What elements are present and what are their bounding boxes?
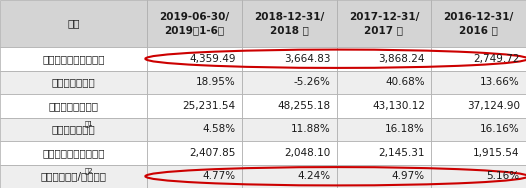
Bar (431, 0, 526, 47)
Text: 2,749.72: 2,749.72 (473, 54, 520, 64)
Text: 2,048.10: 2,048.10 (284, 148, 330, 158)
Bar (431, 141, 526, 164)
Text: 项目: 项目 (67, 18, 80, 29)
Bar (337, 118, 431, 141)
Bar (242, 164, 337, 188)
Bar (242, 118, 337, 141)
Text: 48,255.18: 48,255.18 (277, 101, 330, 111)
Text: 4.58%: 4.58% (203, 124, 236, 134)
Text: 4.97%: 4.97% (392, 171, 425, 181)
Text: 25,231.54: 25,231.54 (183, 101, 236, 111)
Text: 营业收入增长率: 营业收入增长率 (52, 124, 96, 134)
Bar (0, 94, 147, 118)
Text: 11.88%: 11.88% (290, 124, 330, 134)
Bar (0, 0, 147, 47)
Bar (0, 118, 147, 141)
Text: 4,359.49: 4,359.49 (189, 54, 236, 64)
Text: 3,868.24: 3,868.24 (379, 54, 425, 64)
Text: 存货账面余额（万元）: 存货账面余额（万元） (43, 54, 105, 64)
Bar (431, 70, 526, 94)
Text: 3,664.83: 3,664.83 (284, 54, 330, 64)
Bar (0, 47, 147, 70)
Bar (147, 0, 242, 47)
Bar (0, 70, 147, 94)
Bar (337, 164, 431, 188)
Text: 2018-12-31/
2018 年: 2018-12-31/ 2018 年 (254, 12, 325, 35)
Text: 4.24%: 4.24% (297, 171, 330, 181)
Bar (147, 47, 242, 70)
Bar (147, 118, 242, 141)
Bar (242, 0, 337, 47)
Text: 营业收入（万元）: 营业收入（万元） (48, 101, 99, 111)
Bar (337, 0, 431, 47)
Bar (147, 70, 242, 94)
Text: 注2: 注2 (84, 168, 93, 174)
Text: 2019-06-30/
2019年1-6月: 2019-06-30/ 2019年1-6月 (159, 12, 230, 35)
Bar (337, 47, 431, 70)
Bar (147, 164, 242, 188)
Text: 40.68%: 40.68% (386, 77, 425, 87)
Bar (147, 141, 242, 164)
Bar (337, 141, 431, 164)
Bar (431, 94, 526, 118)
Text: 库存商品余额（万元）: 库存商品余额（万元） (43, 148, 105, 158)
Text: 18.95%: 18.95% (196, 77, 236, 87)
Text: 库存商品余额/营业收入: 库存商品余额/营业收入 (41, 171, 107, 181)
Bar (242, 141, 337, 164)
Bar (431, 164, 526, 188)
Bar (242, 94, 337, 118)
Text: 2,407.85: 2,407.85 (189, 148, 236, 158)
Bar (0, 141, 147, 164)
Text: 5.16%: 5.16% (487, 171, 520, 181)
Bar (337, 70, 431, 94)
Text: 4.77%: 4.77% (203, 171, 236, 181)
Text: -5.26%: -5.26% (294, 77, 330, 87)
Bar (431, 118, 526, 141)
Text: 37,124.90: 37,124.90 (467, 101, 520, 111)
Text: 2017-12-31/
2017 年: 2017-12-31/ 2017 年 (349, 12, 419, 35)
Text: 注1: 注1 (84, 121, 93, 127)
Text: 43,130.12: 43,130.12 (372, 101, 425, 111)
Bar (147, 94, 242, 118)
Text: 16.18%: 16.18% (385, 124, 425, 134)
Text: 2016-12-31/
2016 年: 2016-12-31/ 2016 年 (443, 12, 514, 35)
Bar (242, 47, 337, 70)
Bar (0, 164, 147, 188)
Text: 2,145.31: 2,145.31 (379, 148, 425, 158)
Text: 13.66%: 13.66% (480, 77, 520, 87)
Bar (337, 94, 431, 118)
Text: 16.16%: 16.16% (480, 124, 520, 134)
Text: 存货余额增长率: 存货余额增长率 (52, 77, 96, 87)
Bar (431, 47, 526, 70)
Bar (242, 70, 337, 94)
Text: 1,915.54: 1,915.54 (473, 148, 520, 158)
